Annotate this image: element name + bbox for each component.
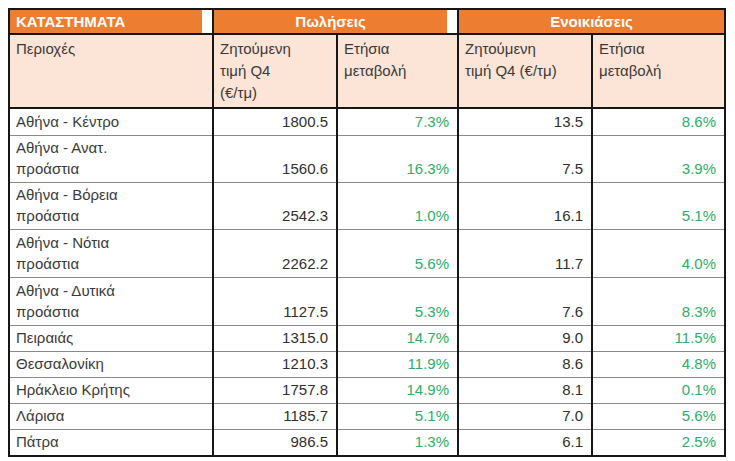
rent-change-cell: 11.5% [592,325,724,351]
rent-price-cell: 13.5 [458,108,592,135]
rent-change-cell: 3.9% [592,135,724,182]
region-cell: Αθήνα - Βόρεια προάστια [10,182,213,229]
table-row: Αθήνα - Κέντρο 1800.5 7.3% 13.5 8.6% [10,108,724,135]
rent-price-cell: 9.0 [458,325,592,351]
region-cell: Ηράκλειο Κρήτης [10,377,213,403]
column-header-region: Περιοχές [10,34,213,108]
sales-price-cell: 1127.5 [213,277,337,325]
table-row: Αθήνα - Δυτικά προάστια 1127.5 5.3% 7.6 … [10,277,724,325]
sales-price-cell: 1315.0 [213,325,337,351]
region-cell: Αθήνα - Νότια προάστια [10,229,213,277]
sales-group-header: Πωλήσεις [214,10,447,33]
rent-price-cell: 16.1 [458,182,592,229]
sales-change-cell: 1.0% [337,182,458,229]
column-header-rent-change: Ετήσια μεταβολή [592,34,724,108]
rent-change-cell: 4.8% [592,351,724,377]
table-row: Ηράκλειο Κρήτης 1757.8 14.9% 8.1 0.1% [10,377,724,403]
table-title: ΚΑΤΑΣΤΗΜΑΤΑ [10,10,202,33]
sales-price-cell: 1560.6 [213,135,337,182]
rent-price-cell: 11.7 [458,229,592,277]
sales-change-cell: 5.6% [337,229,458,277]
column-header-sales-price: Ζητούμενη τιμή Q4 (€/τμ) [213,34,337,108]
table-row: Πειραιάς 1315.0 14.7% 9.0 11.5% [10,325,724,351]
rent-change-cell: 2.5% [592,429,724,455]
sales-change-cell: 16.3% [337,135,458,182]
sales-price-cell: 1800.5 [213,108,337,135]
column-header-row: Περιοχές Ζητούμενη τιμή Q4 (€/τμ) Ετήσια… [10,34,724,108]
sales-price-cell: 1210.3 [213,351,337,377]
data-table: ΚΑΤΑΣΤΗΜΑΤΑ Πωλήσεις Ενοικιάσεις Περιοχέ… [10,10,724,455]
rent-change-cell: 5.1% [592,182,724,229]
rent-change-cell: 0.1% [592,377,724,403]
table-title-cell: ΚΑΤΑΣΤΗΜΑΤΑ [10,10,213,34]
sales-price-cell: 1185.7 [213,403,337,429]
rent-change-cell: 8.3% [592,277,724,325]
rent-price-cell: 8.1 [458,377,592,403]
region-cell: Αθήνα - Ανατ. προάστια [10,135,213,182]
rent-price-cell: 8.6 [458,351,592,377]
rent-change-cell: 8.6% [592,108,724,135]
sales-change-cell: 5.3% [337,277,458,325]
page: ΚΑΤΑΣΤΗΜΑΤΑ Πωλήσεις Ενοικιάσεις Περιοχέ… [0,0,735,461]
table-row: Αθήνα - Βόρεια προάστια 2542.3 1.0% 16.1… [10,182,724,229]
sales-change-cell: 5.1% [337,403,458,429]
sales-price-cell: 2542.3 [213,182,337,229]
sales-change-cell: 11.9% [337,351,458,377]
sales-price-cell: 1757.8 [213,377,337,403]
sales-change-cell: 14.7% [337,325,458,351]
table-row: Αθήνα - Ανατ. προάστια 1560.6 16.3% 7.5 … [10,135,724,182]
table-row: Θεσσαλονίκη 1210.3 11.9% 8.6 4.8% [10,351,724,377]
sales-group-header-cell: Πωλήσεις [213,10,458,34]
region-cell: Πειραιάς [10,325,213,351]
sales-price-cell: 2262.2 [213,229,337,277]
group-header-row: ΚΑΤΑΣΤΗΜΑΤΑ Πωλήσεις Ενοικιάσεις [10,10,724,34]
region-cell: Θεσσαλονίκη [10,351,213,377]
sales-change-cell: 1.3% [337,429,458,455]
region-cell: Αθήνα - Δυτικά προάστια [10,277,213,325]
rent-price-cell: 6.1 [458,429,592,455]
rent-change-cell: 5.6% [592,403,724,429]
rentals-group-header-cell: Ενοικιάσεις [458,10,724,34]
region-cell: Αθήνα - Κέντρο [10,108,213,135]
table-row: Αθήνα - Νότια προάστια 2262.2 5.6% 11.7 … [10,229,724,277]
table-row: Λάρισα 1185.7 5.1% 7.0 5.6% [10,403,724,429]
sales-price-cell: 986.5 [213,429,337,455]
region-cell: Λάρισα [10,403,213,429]
shops-price-table: ΚΑΤΑΣΤΗΜΑΤΑ Πωλήσεις Ενοικιάσεις Περιοχέ… [8,8,726,457]
rentals-group-header: Ενοικιάσεις [459,10,724,33]
table-row: Πάτρα 986.5 1.3% 6.1 2.5% [10,429,724,455]
sales-change-cell: 14.9% [337,377,458,403]
column-header-rent-price: Ζητούμενη τιμή Q4 (€/τμ) [458,34,592,108]
rent-price-cell: 7.6 [458,277,592,325]
rent-change-cell: 4.0% [592,229,724,277]
sales-change-cell: 7.3% [337,108,458,135]
region-cell: Πάτρα [10,429,213,455]
rent-price-cell: 7.0 [458,403,592,429]
rent-price-cell: 7.5 [458,135,592,182]
column-header-sales-change: Ετήσια μεταβολή [337,34,458,108]
